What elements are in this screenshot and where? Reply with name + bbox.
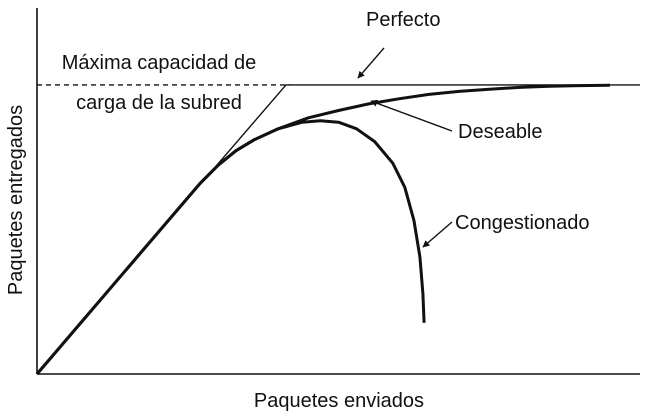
- series-label-deseable: Deseable: [458, 121, 543, 143]
- arrow-congestionado: [422, 221, 453, 248]
- capacity-label-line1: Máxima capacidad de: [62, 52, 257, 74]
- y-axis-label: Paquetes entregados: [5, 105, 27, 295]
- arrow-deseable: [370, 99, 453, 132]
- series-label-perfecto: Perfecto: [366, 9, 440, 31]
- capacity-label-line2: carga de la subred: [76, 92, 242, 114]
- series-line-congestionado: [35, 119, 426, 375]
- arrow-perfecto: [357, 47, 385, 79]
- x-axis-label: Paquetes enviados: [254, 390, 424, 412]
- series-label-congestionado: Congestionado: [455, 212, 590, 234]
